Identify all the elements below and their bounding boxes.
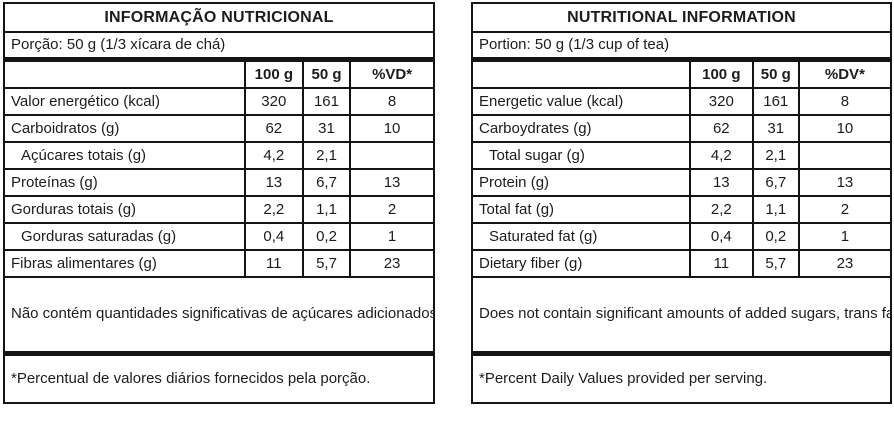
- value-dv-percent: 1: [349, 223, 434, 251]
- column-header-row: 100 g 50 g %DV*: [472, 59, 891, 89]
- nutrient-label: Gorduras totais (g): [4, 196, 245, 224]
- value-per-50g: 6,7: [301, 169, 351, 197]
- value-per-50g: 1,1: [751, 196, 799, 224]
- nutrient-row-sub: Açúcares totais (g) 4,2 2,1: [4, 142, 434, 170]
- title-row: INFORMAÇÃO NUTRICIONAL: [4, 3, 434, 33]
- column-header-100g: 100 g: [688, 59, 753, 89]
- nutrient-label: Fibras alimentares (g): [4, 250, 245, 278]
- nutrient-label: Proteínas (g): [4, 169, 245, 197]
- value-per-100g: 320: [688, 88, 753, 116]
- no-significant-amounts-note: Não contém quantidades significativas de…: [4, 277, 434, 356]
- portion-text: Porção: 50 g (1/3 xícara de chá): [4, 32, 434, 62]
- value-per-100g: 4,2: [243, 142, 303, 170]
- nutrient-label: Total sugar (g): [472, 142, 690, 170]
- value-dv-percent: 8: [349, 88, 434, 116]
- value-per-50g: 2,1: [301, 142, 351, 170]
- value-per-50g: 5,7: [751, 250, 799, 278]
- value-per-100g: 11: [243, 250, 303, 278]
- value-dv-percent: 8: [797, 88, 891, 116]
- value-dv-percent: 23: [797, 250, 891, 278]
- value-per-100g: 320: [243, 88, 303, 116]
- value-dv-percent: 2: [797, 196, 891, 224]
- value-per-50g: 6,7: [751, 169, 799, 197]
- nutrient-label: Valor energético (kcal): [4, 88, 245, 116]
- value-per-100g: 4,2: [688, 142, 753, 170]
- value-per-100g: 62: [688, 115, 753, 143]
- nutrient-label: Dietary fiber (g): [472, 250, 690, 278]
- table-title: NUTRITIONAL INFORMATION: [472, 3, 891, 33]
- nutrient-row-sub: Saturated fat (g) 0,4 0,2 1: [472, 223, 891, 251]
- table-title: INFORMAÇÃO NUTRICIONAL: [4, 3, 434, 33]
- note-row: Does not contain significant amounts of …: [472, 277, 891, 356]
- nutrient-row: Energetic value (kcal) 320 161 8: [472, 88, 891, 116]
- nutrient-label: Saturated fat (g): [472, 223, 690, 251]
- column-header-empty: [4, 59, 245, 89]
- portion-row: Portion: 50 g (1/3 cup of tea): [472, 32, 891, 62]
- portion-text: Portion: 50 g (1/3 cup of tea): [472, 32, 891, 62]
- nutrient-row: Carboydrates (g) 62 31 10: [472, 115, 891, 143]
- nutrient-row: Gorduras totais (g) 2,2 1,1 2: [4, 196, 434, 224]
- value-dv-percent: 23: [349, 250, 434, 278]
- value-per-100g: 11: [688, 250, 753, 278]
- nutrient-row-sub: Gorduras saturadas (g) 0,4 0,2 1: [4, 223, 434, 251]
- value-dv-percent: 13: [797, 169, 891, 197]
- nutrition-table-pt: INFORMAÇÃO NUTRICIONAL Porção: 50 g (1/3…: [3, 2, 435, 404]
- nutrient-row-sub: Total sugar (g) 4,2 2,1: [472, 142, 891, 170]
- value-dv-percent: 10: [349, 115, 434, 143]
- value-per-100g: 13: [688, 169, 753, 197]
- daily-values-footnote: *Percent Daily Values provided per servi…: [479, 370, 768, 388]
- value-per-100g: 62: [243, 115, 303, 143]
- title-row: NUTRITIONAL INFORMATION: [472, 3, 891, 33]
- column-header-dv: %DV*: [797, 59, 891, 89]
- value-per-100g: 2,2: [243, 196, 303, 224]
- value-dv-percent: 1: [797, 223, 891, 251]
- nutrient-label: Protein (g): [472, 169, 690, 197]
- nutrient-label: Carboydrates (g): [472, 115, 690, 143]
- nutrient-row: Fibras alimentares (g) 11 5,7 23: [4, 250, 434, 278]
- footnote-row: *Percent Daily Values provided per servi…: [472, 353, 891, 403]
- value-dv-percent: 13: [349, 169, 434, 197]
- value-dv-percent: [797, 142, 891, 170]
- value-dv-percent: [349, 142, 434, 170]
- value-per-50g: 31: [751, 115, 799, 143]
- value-per-50g: 0,2: [301, 223, 351, 251]
- nutrient-label: Açúcares totais (g): [4, 142, 245, 170]
- value-per-50g: 2,1: [751, 142, 799, 170]
- value-dv-percent: 2: [349, 196, 434, 224]
- value-per-50g: 161: [751, 88, 799, 116]
- nutrient-label: Carboidratos (g): [4, 115, 245, 143]
- nutrient-row: Carboidratos (g) 62 31 10: [4, 115, 434, 143]
- column-header-row: 100 g 50 g %VD*: [4, 59, 434, 89]
- footnote-row: *Percentual de valores diários fornecido…: [4, 353, 434, 403]
- value-per-100g: 0,4: [688, 223, 753, 251]
- column-header-50g: 50 g: [751, 59, 799, 89]
- value-per-100g: 13: [243, 169, 303, 197]
- value-per-50g: 161: [301, 88, 351, 116]
- value-per-100g: 2,2: [688, 196, 753, 224]
- column-header-100g: 100 g: [243, 59, 303, 89]
- note-row: Não contém quantidades significativas de…: [4, 277, 434, 356]
- nutrient-label: Gorduras saturadas (g): [4, 223, 245, 251]
- value-per-50g: 31: [301, 115, 351, 143]
- column-header-dv: %VD*: [349, 59, 434, 89]
- nutrient-label: Energetic value (kcal): [472, 88, 690, 116]
- portion-row: Porção: 50 g (1/3 xícara de chá): [4, 32, 434, 62]
- nutrient-row: Total fat (g) 2,2 1,1 2: [472, 196, 891, 224]
- value-per-50g: 1,1: [301, 196, 351, 224]
- value-per-50g: 5,7: [301, 250, 351, 278]
- daily-values-footnote: *Percentual de valores diários fornecido…: [11, 370, 371, 388]
- nutrient-label: Total fat (g): [472, 196, 690, 224]
- no-significant-amounts-note: Does not contain significant amounts of …: [472, 277, 891, 356]
- value-dv-percent: 10: [797, 115, 891, 143]
- column-header-empty: [472, 59, 690, 89]
- nutrient-row: Valor energético (kcal) 320 161 8: [4, 88, 434, 116]
- nutrient-row: Proteínas (g) 13 6,7 13: [4, 169, 434, 197]
- nutrient-row: Protein (g) 13 6,7 13: [472, 169, 891, 197]
- column-header-50g: 50 g: [301, 59, 351, 89]
- value-per-50g: 0,2: [751, 223, 799, 251]
- value-per-100g: 0,4: [243, 223, 303, 251]
- nutrient-row: Dietary fiber (g) 11 5,7 23: [472, 250, 891, 278]
- nutrition-table-en: NUTRITIONAL INFORMATION Portion: 50 g (1…: [471, 2, 892, 404]
